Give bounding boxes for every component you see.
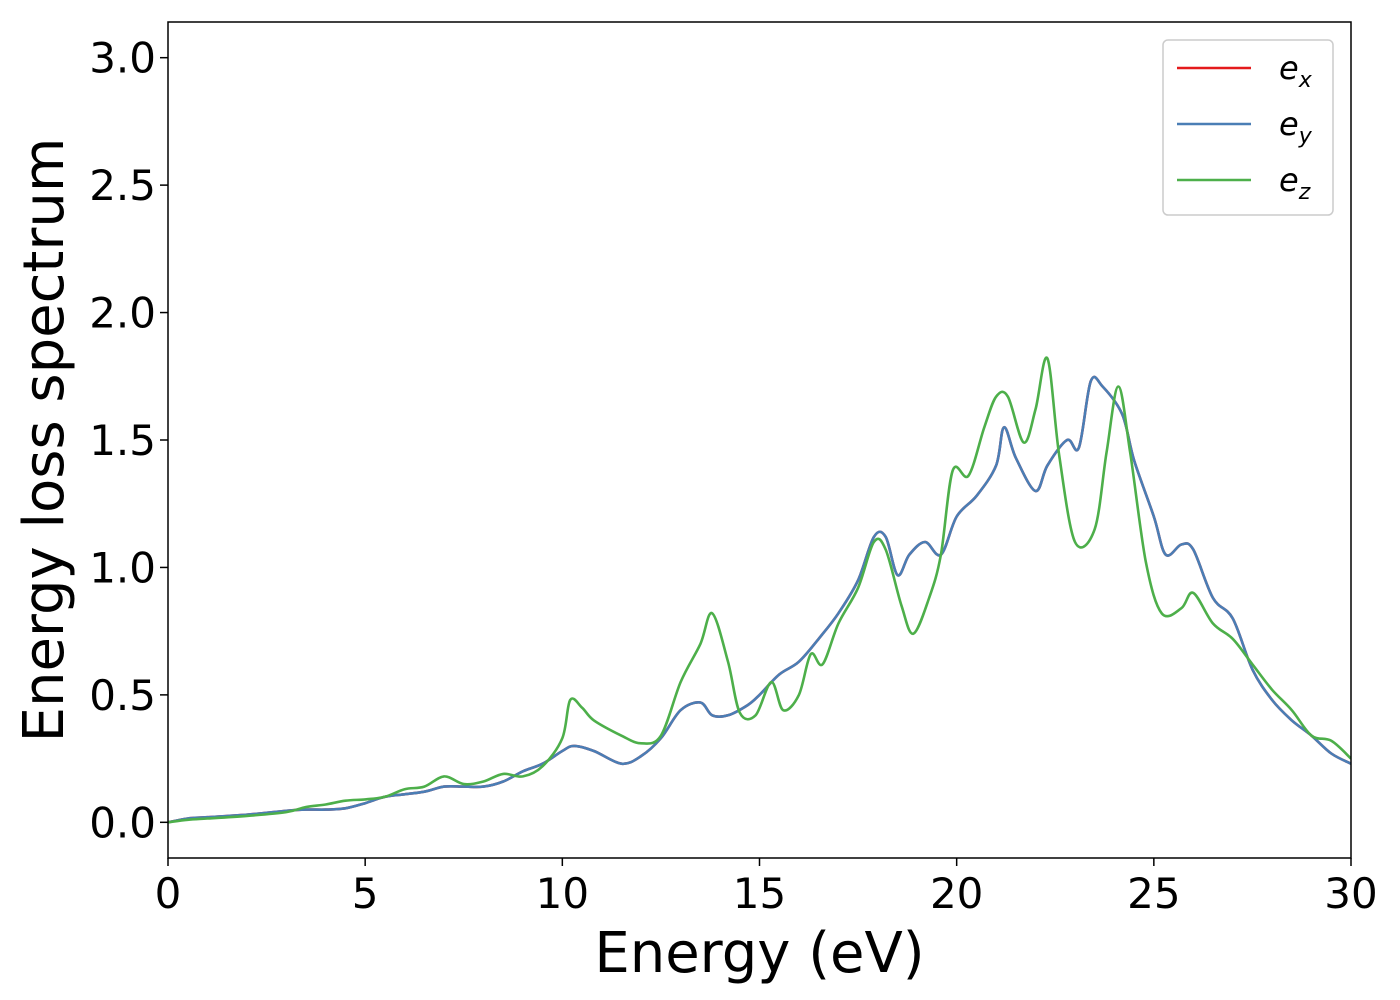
x-tick-label: 15 [733,869,786,918]
series-line-z [168,356,1351,824]
legend-box [1162,39,1334,216]
x-tick-label: 30 [1324,869,1377,918]
x-tick-label: 5 [352,869,379,918]
y-axis-ticks: 0.0 0.5 1.0 1.5 2.0 2.5 3.0 [89,34,168,847]
y-tick-label: 0.5 [89,671,156,720]
y-tick-label: 2.5 [89,161,156,210]
x-tick-label: 20 [930,869,983,918]
y-tick-label: 1.0 [89,543,156,592]
y-tick-label: 3.0 [89,34,156,83]
legend: ex ey ez [1162,39,1334,216]
legend-label-x: ex [1279,49,1313,93]
x-tick-label: 0 [155,869,182,918]
plot-lines [168,356,1351,824]
legend-label-z: ez [1279,161,1311,205]
x-axis-ticks: 0 5 10 15 20 25 30 [155,858,1378,918]
series-line-y [168,375,1351,824]
x-tick-label: 25 [1127,869,1180,918]
x-axis-title: Energy (eV) [594,921,924,986]
y-tick-label: 2.0 [89,289,156,338]
y-tick-label: 1.5 [89,416,156,465]
x-tick-label: 10 [536,869,589,918]
y-axis-title: Energy loss spectrum [12,138,77,743]
legend-label-y: ey [1279,105,1313,149]
y-tick-label: 0.0 [89,798,156,847]
